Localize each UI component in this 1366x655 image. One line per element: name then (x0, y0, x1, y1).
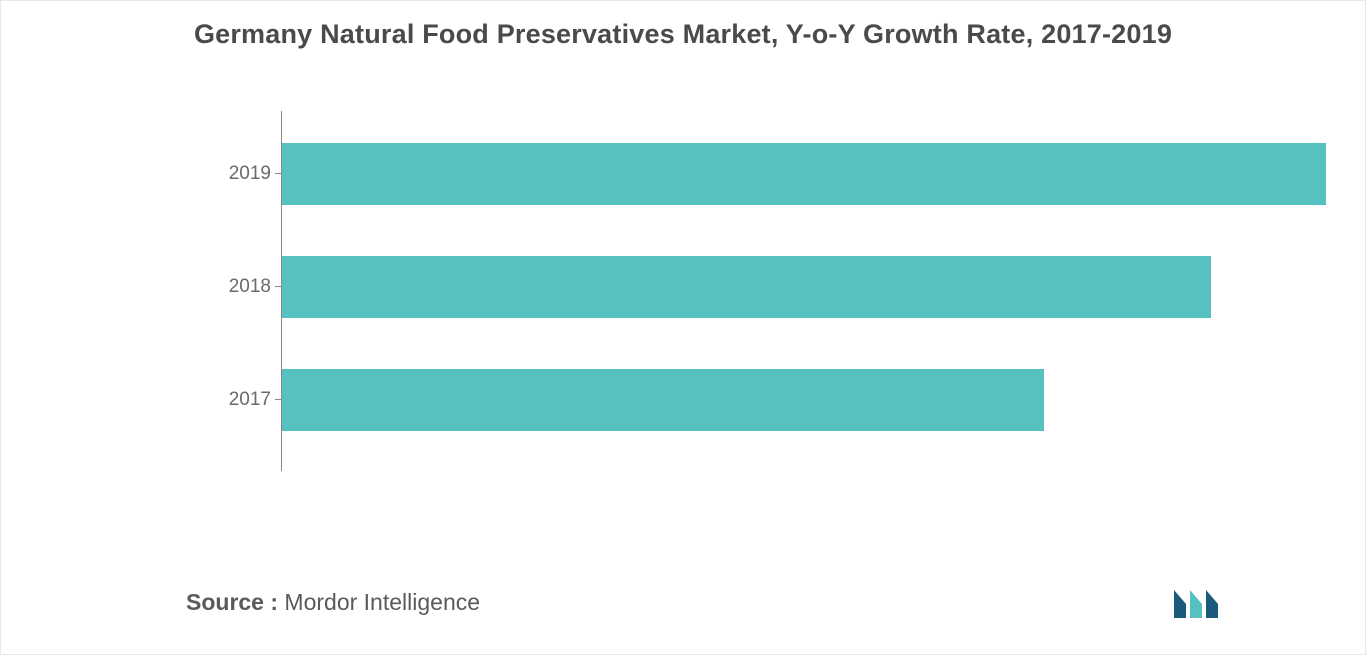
bar-label: 2017 (221, 389, 271, 411)
bar-label: 2019 (221, 163, 271, 185)
axis-tick (275, 286, 281, 287)
bar-label: 2018 (221, 276, 271, 298)
bar-row-2018: 2018 (281, 249, 1325, 324)
source-value: Mordor Intelligence (278, 589, 480, 615)
mordor-logo-icon (1172, 582, 1230, 620)
bar-row-2019: 2019 (281, 136, 1325, 211)
chart-title: Germany Natural Food Preservatives Marke… (1, 1, 1365, 60)
source-label: Source : (186, 589, 278, 615)
source-attribution: Source : Mordor Intelligence (186, 589, 480, 616)
plot-area: 2019 2018 2017 (281, 111, 1325, 471)
chart-container: Germany Natural Food Preservatives Marke… (0, 0, 1366, 655)
axis-tick (275, 173, 281, 174)
bar-row-2017: 2017 (281, 362, 1325, 437)
bar-2017 (282, 369, 1044, 431)
axis-tick (275, 399, 281, 400)
bar-2019 (282, 143, 1326, 205)
bar-2018 (282, 256, 1211, 318)
